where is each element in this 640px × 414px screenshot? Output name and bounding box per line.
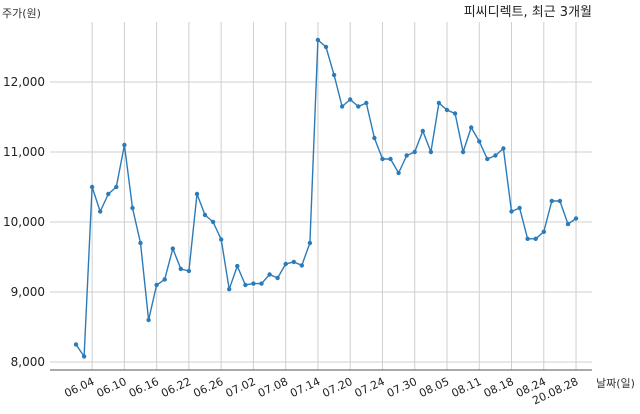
- vertical-gridlines: [91, 22, 577, 370]
- data-point: [202, 212, 208, 218]
- data-point: [114, 184, 119, 190]
- x-tick-label: 06.10: [95, 375, 129, 400]
- data-point: [194, 191, 200, 197]
- data-point: [436, 100, 442, 106]
- data-point: [154, 282, 159, 288]
- data-point: [227, 287, 232, 292]
- data-point: [275, 275, 280, 281]
- data-point: [219, 237, 224, 242]
- data-point: [541, 229, 546, 234]
- data-point: [106, 191, 111, 197]
- data-point: [98, 209, 103, 214]
- chart-title: 피씨디렉트, 최근 3개월: [464, 5, 592, 20]
- data-point: [420, 128, 425, 134]
- data-point: [146, 317, 151, 323]
- data-point: [428, 149, 434, 155]
- data-point: [186, 268, 192, 274]
- data-point: [485, 156, 490, 162]
- data-point: [89, 184, 95, 190]
- x-tick-label: 07.02: [224, 375, 258, 400]
- data-point: [533, 236, 538, 241]
- x-tick-label: 06.22: [159, 375, 193, 400]
- data-point: [396, 170, 401, 176]
- y-tick-label: 10,000: [3, 215, 45, 229]
- data-point: [251, 281, 256, 286]
- data-point: [364, 100, 369, 106]
- data-point: [493, 153, 498, 158]
- data-point: [573, 216, 579, 221]
- data-point: [81, 354, 87, 359]
- x-tick-label: 08.05: [417, 375, 451, 400]
- data-point: [130, 205, 135, 211]
- data-point: [73, 342, 79, 347]
- data-point: [412, 149, 417, 155]
- horizontal-gridlines: [50, 81, 592, 363]
- data-point: [331, 72, 337, 78]
- data-point: [291, 259, 296, 265]
- data-point: [243, 282, 248, 288]
- data-point: [404, 153, 409, 158]
- data-point: [388, 156, 393, 162]
- y-tick-label: 9,000: [11, 285, 45, 299]
- x-tick-label: 07.08: [256, 375, 290, 400]
- x-tick-label: 07.30: [385, 375, 419, 400]
- y-axis-label: 주가(원): [2, 7, 41, 20]
- data-point: [477, 139, 482, 144]
- data-point: [525, 236, 530, 241]
- data-point: [380, 156, 385, 162]
- price-points: [73, 37, 579, 359]
- data-point: [267, 272, 272, 277]
- data-point: [444, 107, 450, 113]
- y-tick-label: 12,000: [3, 75, 45, 89]
- x-tick-label: 07.14: [288, 375, 322, 400]
- data-point: [323, 44, 329, 50]
- y-tick-label: 8,000: [11, 355, 45, 369]
- data-point: [557, 198, 563, 204]
- data-point: [348, 97, 353, 102]
- data-point: [178, 266, 183, 272]
- price-line: [75, 38, 577, 359]
- y-axis-ticks: 8,000 9,000 10,000 11,000 12,000: [3, 75, 45, 369]
- x-tick-label: 06.04: [62, 375, 96, 400]
- data-point: [509, 209, 514, 214]
- x-axis-label: 날짜(일): [596, 376, 635, 390]
- data-point: [339, 104, 345, 109]
- x-tick-label: 07.20: [320, 375, 354, 400]
- data-point: [315, 37, 321, 43]
- x-tick-label: 07.24: [353, 375, 387, 400]
- data-point: [501, 146, 506, 151]
- data-point: [122, 142, 127, 148]
- data-point: [170, 246, 175, 251]
- data-point: [517, 205, 522, 211]
- data-point: [259, 281, 264, 286]
- x-tick-label: 06.26: [191, 375, 225, 400]
- data-point: [138, 240, 143, 246]
- data-point: [565, 221, 571, 227]
- data-point: [452, 111, 458, 116]
- data-point: [372, 135, 377, 141]
- x-axis-ticks: 06.0406.1006.1606.2206.2607.0207.0807.14…: [62, 375, 580, 407]
- data-point: [299, 263, 304, 268]
- data-point: [210, 219, 216, 225]
- data-point: [162, 277, 167, 282]
- x-tick-label: 06.16: [127, 375, 161, 400]
- data-point: [549, 198, 554, 204]
- data-point: [469, 125, 474, 130]
- data-point: [235, 263, 240, 269]
- data-point: [283, 261, 288, 267]
- x-tick-label: 08.18: [482, 375, 516, 400]
- data-point: [307, 240, 313, 246]
- x-tick-label: 08.11: [449, 375, 483, 400]
- data-point: [460, 149, 466, 155]
- data-point: [356, 104, 361, 109]
- y-tick-label: 11,000: [3, 145, 45, 159]
